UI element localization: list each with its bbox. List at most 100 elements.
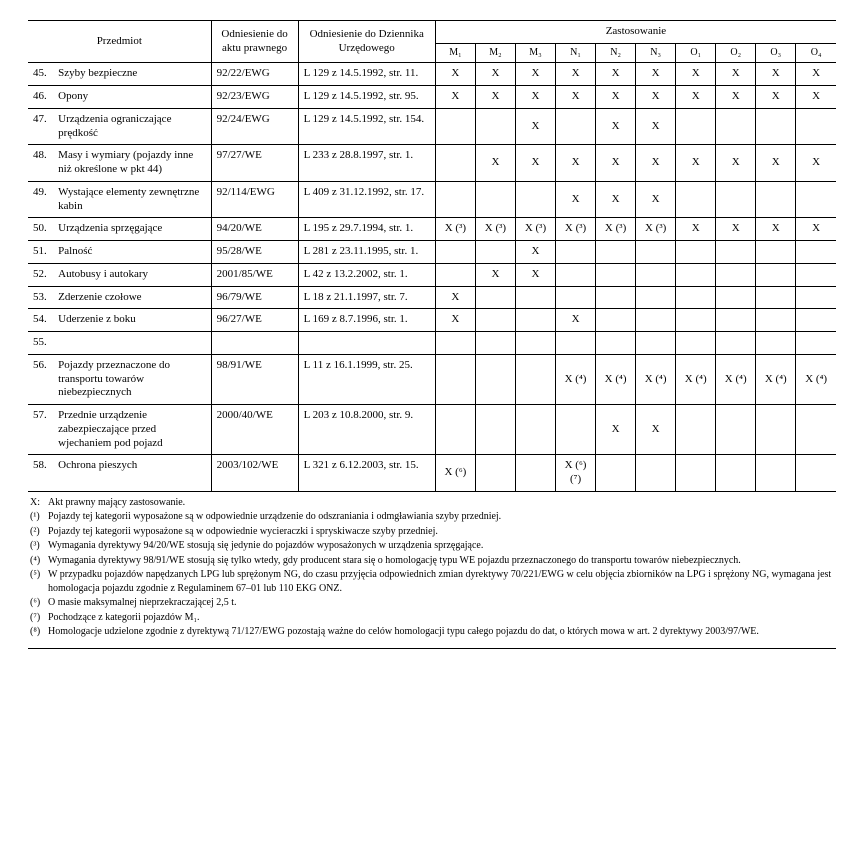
row-app-cell [756,332,796,355]
header-subject: Przedmiot [28,21,211,63]
row-journal-ref: L 11 z 16.1.1999, str. 25. [298,354,435,404]
row-app-cell: X (⁴) [636,354,676,404]
row-number: 58. [28,455,53,492]
row-app-cell: X (³) [435,218,475,241]
row-app-cell [796,181,836,218]
row-number: 49. [28,181,53,218]
row-legal-ref: 95/28/WE [211,241,298,264]
footnotes: X:Akt prawny mający zastosowanie.(¹)Poja… [28,492,836,649]
row-app-cell [796,263,836,286]
row-app-cell: X [676,218,716,241]
header-col-7: O₂ [716,43,756,63]
row-app-cell: X [676,145,716,182]
row-app-cell: X [796,145,836,182]
row-app-cell: X [756,145,796,182]
row-app-cell: X [475,63,515,86]
table-row: 54.Uderzenie z boku96/27/WEL 169 z 8.7.1… [28,309,836,332]
row-app-cell: X [756,63,796,86]
row-app-cell [435,241,475,264]
row-app-cell: X (³) [636,218,676,241]
row-app-cell [435,263,475,286]
row-legal-ref: 92/114/EWG [211,181,298,218]
row-subject: Masy i wymiary (pojazdy inne niż określo… [53,145,211,182]
row-app-cell: X [435,286,475,309]
row-journal-ref: L 203 z 10.8.2000, str. 9. [298,405,435,455]
footnote-tag: (³) [30,539,48,553]
footnote-tag: (⁴) [30,554,48,568]
row-app-cell [435,108,475,145]
row-app-cell [676,405,716,455]
row-app-cell: X (⁶) (⁷) [556,455,596,492]
row-app-cell [596,241,636,264]
row-app-cell [435,405,475,455]
row-app-cell: X (⁴) [596,354,636,404]
row-number: 48. [28,145,53,182]
row-app-cell: X [756,86,796,109]
row-app-cell [756,263,796,286]
row-app-cell: X [475,145,515,182]
row-legal-ref: 96/79/WE [211,286,298,309]
row-app-cell: X [515,63,555,86]
row-app-cell [556,405,596,455]
row-app-cell [435,332,475,355]
row-journal-ref: L 129 z 14.5.1992, str. 95. [298,86,435,109]
row-app-cell: X [636,108,676,145]
header-col-6: O₁ [676,43,716,63]
footnote-text: Homologacje udzielone zgodnie z dyrektyw… [48,625,834,639]
row-app-cell [556,241,596,264]
row-number: 45. [28,63,53,86]
row-app-cell [636,309,676,332]
row-app-cell [676,455,716,492]
row-app-cell: X [596,181,636,218]
row-app-cell [716,309,756,332]
row-app-cell [716,405,756,455]
table-header: Przedmiot Odniesienie do aktu prawnego O… [28,21,836,63]
row-number: 55. [28,332,53,355]
row-app-cell: X (³) [515,218,555,241]
row-app-cell: X (⁴) [676,354,716,404]
row-app-cell [796,108,836,145]
row-app-cell [475,108,515,145]
row-legal-ref: 92/24/EWG [211,108,298,145]
table-body: 45.Szyby bezpieczne92/22/EWGL 129 z 14.5… [28,63,836,492]
row-app-cell [756,309,796,332]
footnote: X:Akt prawny mający zastosowanie. [30,496,834,510]
row-app-cell [796,286,836,309]
row-app-cell: X [636,63,676,86]
row-app-cell [596,309,636,332]
row-app-cell: X [556,63,596,86]
row-app-cell: X [515,145,555,182]
row-app-cell [515,181,555,218]
row-legal-ref: 97/27/WE [211,145,298,182]
row-app-cell [716,455,756,492]
header-col-4: N₂ [596,43,636,63]
row-number: 52. [28,263,53,286]
row-app-cell: X [475,86,515,109]
row-legal-ref: 98/91/WE [211,354,298,404]
footnote-text: W przypadku pojazdów napędzanych LPG lub… [48,568,834,595]
row-app-cell [636,263,676,286]
row-app-cell: X (⁴) [796,354,836,404]
row-subject: Szyby bezpieczne [53,63,211,86]
row-app-cell: X (⁴) [756,354,796,404]
row-subject: Ochrona pieszych [53,455,211,492]
row-app-cell [515,332,555,355]
row-app-cell [475,354,515,404]
row-app-cell: X [716,218,756,241]
row-journal-ref: L 233 z 28.8.1997, str. 1. [298,145,435,182]
row-subject: Palność [53,241,211,264]
row-app-cell [515,405,555,455]
row-legal-ref: 92/22/EWG [211,63,298,86]
row-subject: Autobusy i autokary [53,263,211,286]
row-app-cell: X [556,181,596,218]
row-app-cell: X (⁶) [435,455,475,492]
row-app-cell [716,263,756,286]
row-app-cell: X [435,86,475,109]
row-app-cell [676,181,716,218]
row-number: 53. [28,286,53,309]
row-number: 51. [28,241,53,264]
row-subject: Zderzenie czołowe [53,286,211,309]
row-app-cell [716,181,756,218]
row-app-cell [756,455,796,492]
footnote: (⁸)Homologacje udzielone zgodnie z dyrek… [30,625,834,639]
